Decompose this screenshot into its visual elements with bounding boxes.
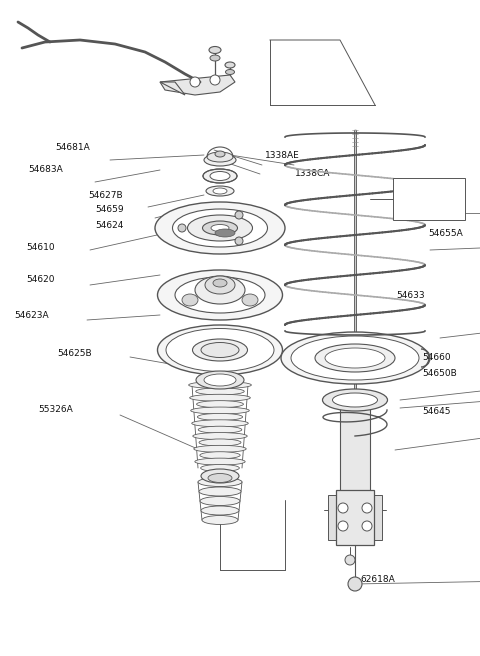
Circle shape [178,224,186,232]
Text: 54633: 54633 [396,291,425,300]
Bar [340,398,370,500]
Ellipse shape [199,487,241,496]
Text: 54681A: 54681A [55,144,90,152]
Ellipse shape [206,186,234,196]
Ellipse shape [182,294,198,306]
Ellipse shape [213,188,227,194]
Ellipse shape [192,339,248,361]
Bar [328,495,336,540]
Circle shape [348,577,362,591]
Ellipse shape [203,221,238,235]
Ellipse shape [188,215,252,241]
Text: 54627B: 54627B [88,192,122,201]
Ellipse shape [210,55,220,61]
Ellipse shape [323,389,387,411]
Ellipse shape [199,439,241,446]
Ellipse shape [190,394,251,401]
Ellipse shape [225,62,235,68]
Ellipse shape [157,270,283,320]
Polygon shape [160,75,235,95]
Ellipse shape [191,407,249,414]
Circle shape [362,503,372,513]
Ellipse shape [207,152,233,162]
Text: 54683A: 54683A [28,165,63,174]
Ellipse shape [211,224,229,232]
Ellipse shape [192,420,248,427]
Text: 54625B: 54625B [57,348,92,358]
Polygon shape [160,82,185,95]
Ellipse shape [201,469,239,483]
Ellipse shape [201,342,239,358]
Ellipse shape [209,47,221,54]
Ellipse shape [200,497,240,506]
Ellipse shape [201,464,240,472]
Ellipse shape [204,374,236,386]
Ellipse shape [198,478,242,487]
Ellipse shape [203,169,237,183]
Ellipse shape [189,382,252,388]
Ellipse shape [210,171,230,180]
Circle shape [345,555,355,565]
Ellipse shape [201,506,239,515]
Ellipse shape [242,294,258,306]
Text: 54610: 54610 [26,243,55,253]
Ellipse shape [155,202,285,254]
Text: 54660: 54660 [422,354,451,363]
Ellipse shape [281,332,429,384]
Ellipse shape [291,336,419,380]
Ellipse shape [172,209,267,247]
Bar [336,490,374,545]
Text: 54650B: 54650B [422,369,457,377]
Ellipse shape [215,229,235,237]
Ellipse shape [196,388,244,395]
Text: 54630S: 54630S [398,192,432,201]
Text: 54620: 54620 [26,276,55,285]
Text: 54623A: 54623A [14,310,48,319]
Ellipse shape [215,151,225,157]
Text: 54645: 54645 [422,407,451,417]
Text: 1338AE: 1338AE [265,150,300,159]
Ellipse shape [197,413,242,420]
Ellipse shape [196,371,244,389]
Circle shape [338,503,348,513]
Ellipse shape [166,329,274,371]
Ellipse shape [325,348,385,368]
Ellipse shape [226,70,235,75]
Ellipse shape [197,401,243,407]
Text: 54659: 54659 [95,205,124,215]
Ellipse shape [333,393,377,407]
Ellipse shape [195,458,245,465]
Ellipse shape [205,276,235,294]
Text: 1338CA: 1338CA [295,169,330,178]
Ellipse shape [198,426,242,433]
Text: 54655A: 54655A [428,228,463,237]
Text: 54624: 54624 [95,220,123,230]
Ellipse shape [157,325,283,375]
Circle shape [362,521,372,531]
Bar [374,495,382,540]
Ellipse shape [208,474,232,483]
Ellipse shape [195,276,245,304]
Ellipse shape [213,279,227,287]
Ellipse shape [204,154,236,166]
Circle shape [235,211,243,219]
Circle shape [235,237,243,245]
Circle shape [210,75,220,85]
Ellipse shape [202,516,238,525]
Ellipse shape [194,445,246,453]
Ellipse shape [315,344,395,372]
Text: 62618A: 62618A [360,575,395,584]
Ellipse shape [193,432,247,440]
FancyBboxPatch shape [393,178,465,220]
Circle shape [190,77,200,87]
Circle shape [338,521,348,531]
Ellipse shape [175,277,265,313]
Ellipse shape [200,452,240,459]
Text: 55326A: 55326A [38,405,73,415]
